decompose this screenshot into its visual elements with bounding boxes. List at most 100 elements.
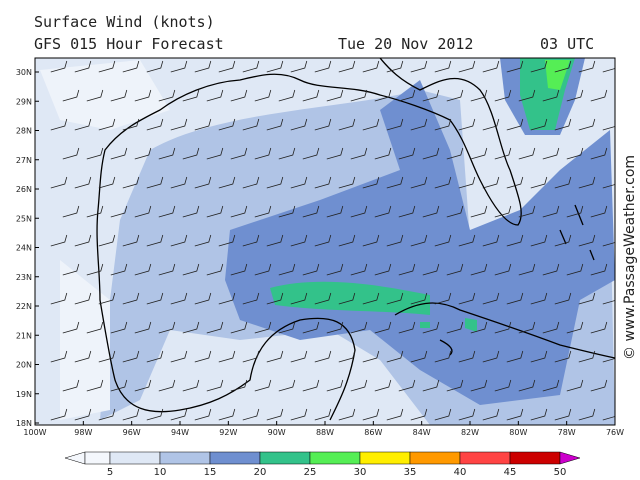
wind-barb (302, 205, 320, 218)
wind-barb (494, 89, 512, 102)
wind-barb (446, 89, 464, 102)
wind-barb (362, 234, 380, 247)
wind-barb (350, 263, 368, 276)
wind-barb (242, 176, 260, 189)
longitude-label: 76W (606, 428, 624, 437)
wind-barb (374, 147, 392, 160)
wind-barb (230, 379, 248, 392)
wind-barb (50, 118, 68, 131)
wind-barb (62, 205, 80, 218)
legend-label: 25 (304, 467, 317, 478)
wind-barb (338, 118, 356, 131)
wind-barb (602, 126, 615, 131)
wind-barb (578, 292, 596, 305)
latitude-label: 22N (16, 302, 32, 311)
wind-barb (338, 60, 356, 73)
wind-barb (194, 118, 212, 131)
wind-barb (554, 408, 572, 421)
longitude-label: 80W (509, 428, 527, 437)
legend-label: 5 (107, 467, 113, 478)
wind-barb (362, 176, 380, 189)
wind-barb (98, 118, 116, 131)
wind-barb (98, 60, 116, 73)
wind-barb (386, 292, 404, 305)
wind-barb (254, 263, 272, 276)
latitude-label: 20N (16, 361, 32, 370)
wind-barb (566, 89, 584, 102)
wind-barb (182, 263, 200, 276)
wind-barb (362, 408, 380, 421)
wind-barb (590, 147, 608, 160)
wind-barb (86, 147, 104, 160)
wind-barb (434, 60, 452, 73)
wind-barb (86, 263, 104, 276)
wind-barb (242, 60, 260, 73)
wind-barb (470, 379, 488, 392)
wind-barb (338, 292, 356, 305)
wind-barb (482, 234, 500, 247)
wind-barb (386, 350, 404, 363)
wind-barb (314, 60, 332, 73)
wind-barb (122, 234, 140, 247)
wind-barb (62, 321, 80, 334)
wind-barb (542, 205, 560, 218)
latitude-label: 23N (16, 273, 32, 282)
wind-barb (506, 292, 524, 305)
wind-barb (338, 408, 356, 421)
wind-barb (314, 176, 332, 189)
wind-barb (554, 118, 572, 131)
wind-barb (158, 263, 176, 276)
legend-label: 10 (154, 467, 167, 478)
wind-barb (110, 379, 128, 392)
wind-barb (350, 147, 368, 160)
wind-barb (386, 60, 404, 73)
wind-barb (374, 205, 392, 218)
wind-barb (518, 379, 536, 392)
wind-barb (218, 118, 236, 131)
wind-barb (578, 234, 596, 247)
wind-barb (74, 118, 92, 131)
wind-barb (122, 60, 140, 73)
wind-barb (482, 118, 500, 131)
wind-barb (458, 60, 476, 73)
wind-barb (350, 205, 368, 218)
wind-barb (530, 408, 548, 421)
wind-barb (206, 379, 224, 392)
wind-barb (122, 292, 140, 305)
wind-barb (278, 379, 296, 392)
wind-barb (374, 263, 392, 276)
wind-barb (338, 176, 356, 189)
colorbar (64, 451, 581, 465)
wind-barb (542, 147, 560, 160)
wind-barb (170, 408, 188, 421)
wind-barb (470, 205, 488, 218)
wind-barb (518, 321, 536, 334)
wind-barb (242, 118, 260, 131)
wind-barb (98, 176, 116, 189)
wind-barb (146, 292, 164, 305)
wind-barb (494, 263, 512, 276)
wind-barb (158, 205, 176, 218)
wind-barb (230, 89, 248, 102)
wind-barb (158, 379, 176, 392)
wind-barb (122, 118, 140, 131)
wind-barb (422, 205, 440, 218)
wind-barb (74, 234, 92, 247)
wind-barb (350, 321, 368, 334)
wind-barb (230, 147, 248, 160)
wind-barb (86, 379, 104, 392)
wind-barb (182, 147, 200, 160)
wind-barb (206, 147, 224, 160)
wind-barb (194, 292, 212, 305)
wind-barb (410, 292, 428, 305)
wind-barb (62, 263, 80, 276)
wind-barb (278, 263, 296, 276)
wind-barb (206, 263, 224, 276)
wind-barb (218, 60, 236, 73)
wind-barb (374, 379, 392, 392)
longitude-label: 90W (268, 428, 286, 437)
wind-barb (146, 350, 164, 363)
wind-barb (74, 408, 92, 421)
wind-barb (494, 205, 512, 218)
wind-barb (146, 60, 164, 73)
